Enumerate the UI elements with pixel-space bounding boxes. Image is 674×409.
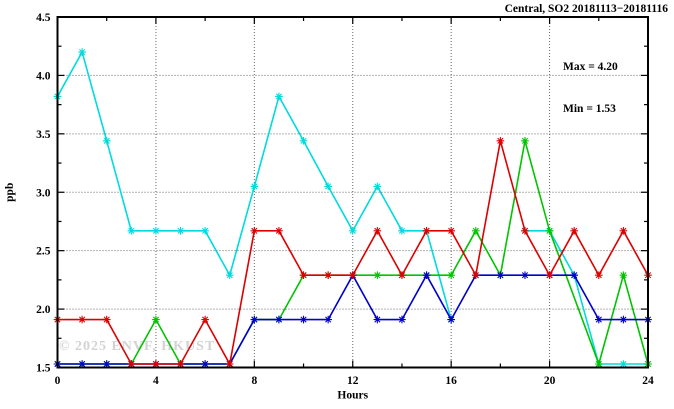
data-point-red-series <box>398 271 406 280</box>
data-point-red-series <box>201 315 209 324</box>
data-point-blue-series <box>619 315 628 324</box>
data-point-red-series <box>594 271 603 280</box>
y-tick-label: 1.5 <box>36 363 51 375</box>
x-tick-label: 24 <box>642 375 654 387</box>
data-point-blue-series <box>570 271 578 280</box>
data-point-blue-series <box>299 315 308 324</box>
data-point-blue-series <box>78 360 86 368</box>
data-point-cyan-series <box>152 227 160 235</box>
data-point-red-series <box>447 227 455 235</box>
data-point-red-series <box>225 360 234 368</box>
data-point-red-series <box>348 271 357 280</box>
data-point-red-series <box>570 227 578 235</box>
data-point-blue-series <box>201 360 209 368</box>
data-point-red-series <box>299 271 308 280</box>
data-point-blue-series <box>521 271 529 280</box>
y-tick-label: 3.5 <box>36 129 51 141</box>
data-point-cyan-series <box>324 182 332 191</box>
data-point-blue-series <box>398 315 406 324</box>
data-point-cyan-series <box>127 227 136 235</box>
data-point-green-series <box>152 315 160 324</box>
data-point-red-series <box>127 360 136 368</box>
data-point-red-series <box>471 271 480 280</box>
data-point-red-series <box>373 227 382 235</box>
data-point-blue-series <box>594 315 603 324</box>
x-axis-label: Hours <box>337 390 368 402</box>
data-point-red-series <box>102 315 111 324</box>
series-line-cyan-series <box>524 230 648 365</box>
data-point-red-series <box>176 360 185 368</box>
data-point-cyan-series <box>373 182 382 191</box>
x-tick-label: 20 <box>544 375 556 387</box>
y-tick-label: 2.0 <box>36 304 51 316</box>
data-point-blue-series <box>275 315 283 324</box>
data-point-green-series <box>373 271 382 280</box>
data-point-cyan-series <box>225 271 234 280</box>
data-point-cyan-series <box>176 227 185 235</box>
chart-title: Central, SO2 20181113−20181116 <box>504 3 668 15</box>
min-value-label: Min = 1.53 <box>563 103 616 115</box>
data-point-green-series <box>594 360 603 368</box>
data-point-blue-series <box>447 315 455 324</box>
x-tick-label: 8 <box>251 375 257 387</box>
data-point-blue-series <box>422 271 431 280</box>
x-tick-label: 0 <box>55 375 61 387</box>
data-point-blue-series <box>496 271 505 280</box>
data-point-cyan-series <box>275 92 283 101</box>
y-tick-label: 3.0 <box>36 187 51 199</box>
x-tick-label: 12 <box>347 375 359 387</box>
x-tick-label: 16 <box>445 375 457 387</box>
data-point-cyan-series <box>619 360 628 368</box>
data-point-cyan-series <box>250 182 259 191</box>
data-point-red-series <box>250 227 259 235</box>
x-tick-label: 4 <box>153 375 159 387</box>
max-value-label: Max = 4.20 <box>563 61 618 73</box>
data-point-green-series <box>545 227 554 235</box>
data-point-blue-series <box>373 315 382 324</box>
data-point-cyan-series <box>398 227 406 235</box>
data-point-red-series <box>619 227 628 235</box>
data-point-cyan-series <box>102 137 111 145</box>
data-point-green-series <box>471 227 480 235</box>
data-point-green-series <box>447 271 455 280</box>
data-point-green-series <box>619 271 628 280</box>
data-point-red-series <box>521 227 529 235</box>
max-min-annotation: Max = 4.20 Min = 1.53 <box>563 32 618 144</box>
y-tick-label: 4.0 <box>36 70 51 82</box>
data-point-red-series <box>422 227 431 235</box>
data-point-red-series <box>496 137 505 145</box>
data-point-red-series <box>152 360 160 368</box>
data-point-red-series <box>275 227 283 235</box>
data-point-blue-series <box>102 360 111 368</box>
data-point-blue-series <box>250 315 259 324</box>
data-point-red-series <box>545 271 554 280</box>
y-tick-label: 4.5 <box>36 12 51 24</box>
y-axis-label: ppb <box>4 183 16 202</box>
data-point-red-series <box>78 315 86 324</box>
y-tick-label: 2.5 <box>36 246 51 258</box>
data-point-blue-series <box>324 315 332 324</box>
series-line-red-series <box>57 140 649 367</box>
data-point-cyan-series <box>78 48 86 56</box>
data-point-cyan-series <box>299 137 308 145</box>
data-point-red-series <box>324 271 332 280</box>
data-point-cyan-series <box>201 227 209 235</box>
data-point-green-series <box>521 137 529 145</box>
series-line-green-series <box>57 140 649 367</box>
plot-border <box>56 16 649 369</box>
data-point-cyan-series <box>348 227 357 235</box>
